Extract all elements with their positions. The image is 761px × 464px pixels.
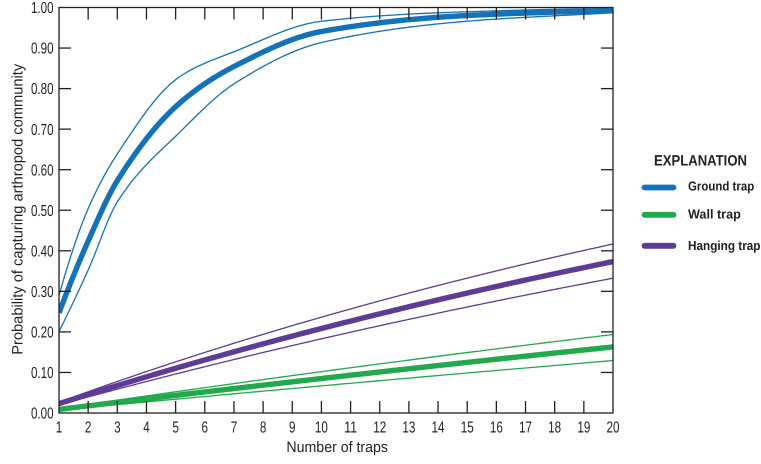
svg-text:7: 7	[231, 419, 238, 436]
svg-text:15: 15	[461, 419, 474, 436]
svg-text:0.90: 0.90	[31, 41, 54, 58]
svg-text:4: 4	[143, 419, 150, 436]
svg-text:8: 8	[260, 419, 267, 436]
svg-text:Hanging trap: Hanging trap	[688, 238, 761, 253]
svg-text:6: 6	[202, 419, 209, 436]
svg-text:Ground trap: Ground trap	[688, 179, 754, 194]
svg-text:0.50: 0.50	[31, 203, 54, 220]
svg-text:13: 13	[402, 419, 415, 436]
svg-text:0.70: 0.70	[31, 122, 54, 139]
svg-text:1: 1	[56, 419, 63, 436]
svg-text:0.60: 0.60	[31, 162, 54, 179]
svg-text:0.30: 0.30	[31, 284, 54, 301]
svg-text:0.10: 0.10	[31, 365, 54, 382]
svg-text:20: 20	[607, 419, 620, 436]
svg-text:0.80: 0.80	[31, 81, 54, 98]
svg-text:5: 5	[172, 419, 179, 436]
svg-text:0.40: 0.40	[31, 243, 54, 260]
svg-text:10: 10	[315, 419, 328, 436]
svg-text:16: 16	[490, 419, 503, 436]
svg-text:11: 11	[344, 419, 357, 436]
svg-text:0.20: 0.20	[31, 325, 54, 342]
svg-text:18: 18	[548, 419, 561, 436]
svg-text:9: 9	[289, 419, 296, 436]
svg-text:1.00: 1.00	[31, 0, 54, 17]
svg-text:2: 2	[85, 419, 92, 436]
svg-text:14: 14	[432, 419, 445, 436]
svg-text:Probability of capturing arthr: Probability of capturing arthropod commu…	[9, 63, 26, 354]
svg-text:17: 17	[519, 419, 532, 436]
svg-text:0.00: 0.00	[31, 406, 54, 423]
svg-text:Wall trap: Wall trap	[688, 206, 741, 221]
svg-text:Number of traps: Number of traps	[286, 439, 388, 456]
svg-text:12: 12	[373, 419, 386, 436]
svg-text:19: 19	[577, 419, 590, 436]
svg-text:3: 3	[114, 419, 121, 436]
svg-text:EXPLANATION: EXPLANATION	[654, 152, 747, 169]
